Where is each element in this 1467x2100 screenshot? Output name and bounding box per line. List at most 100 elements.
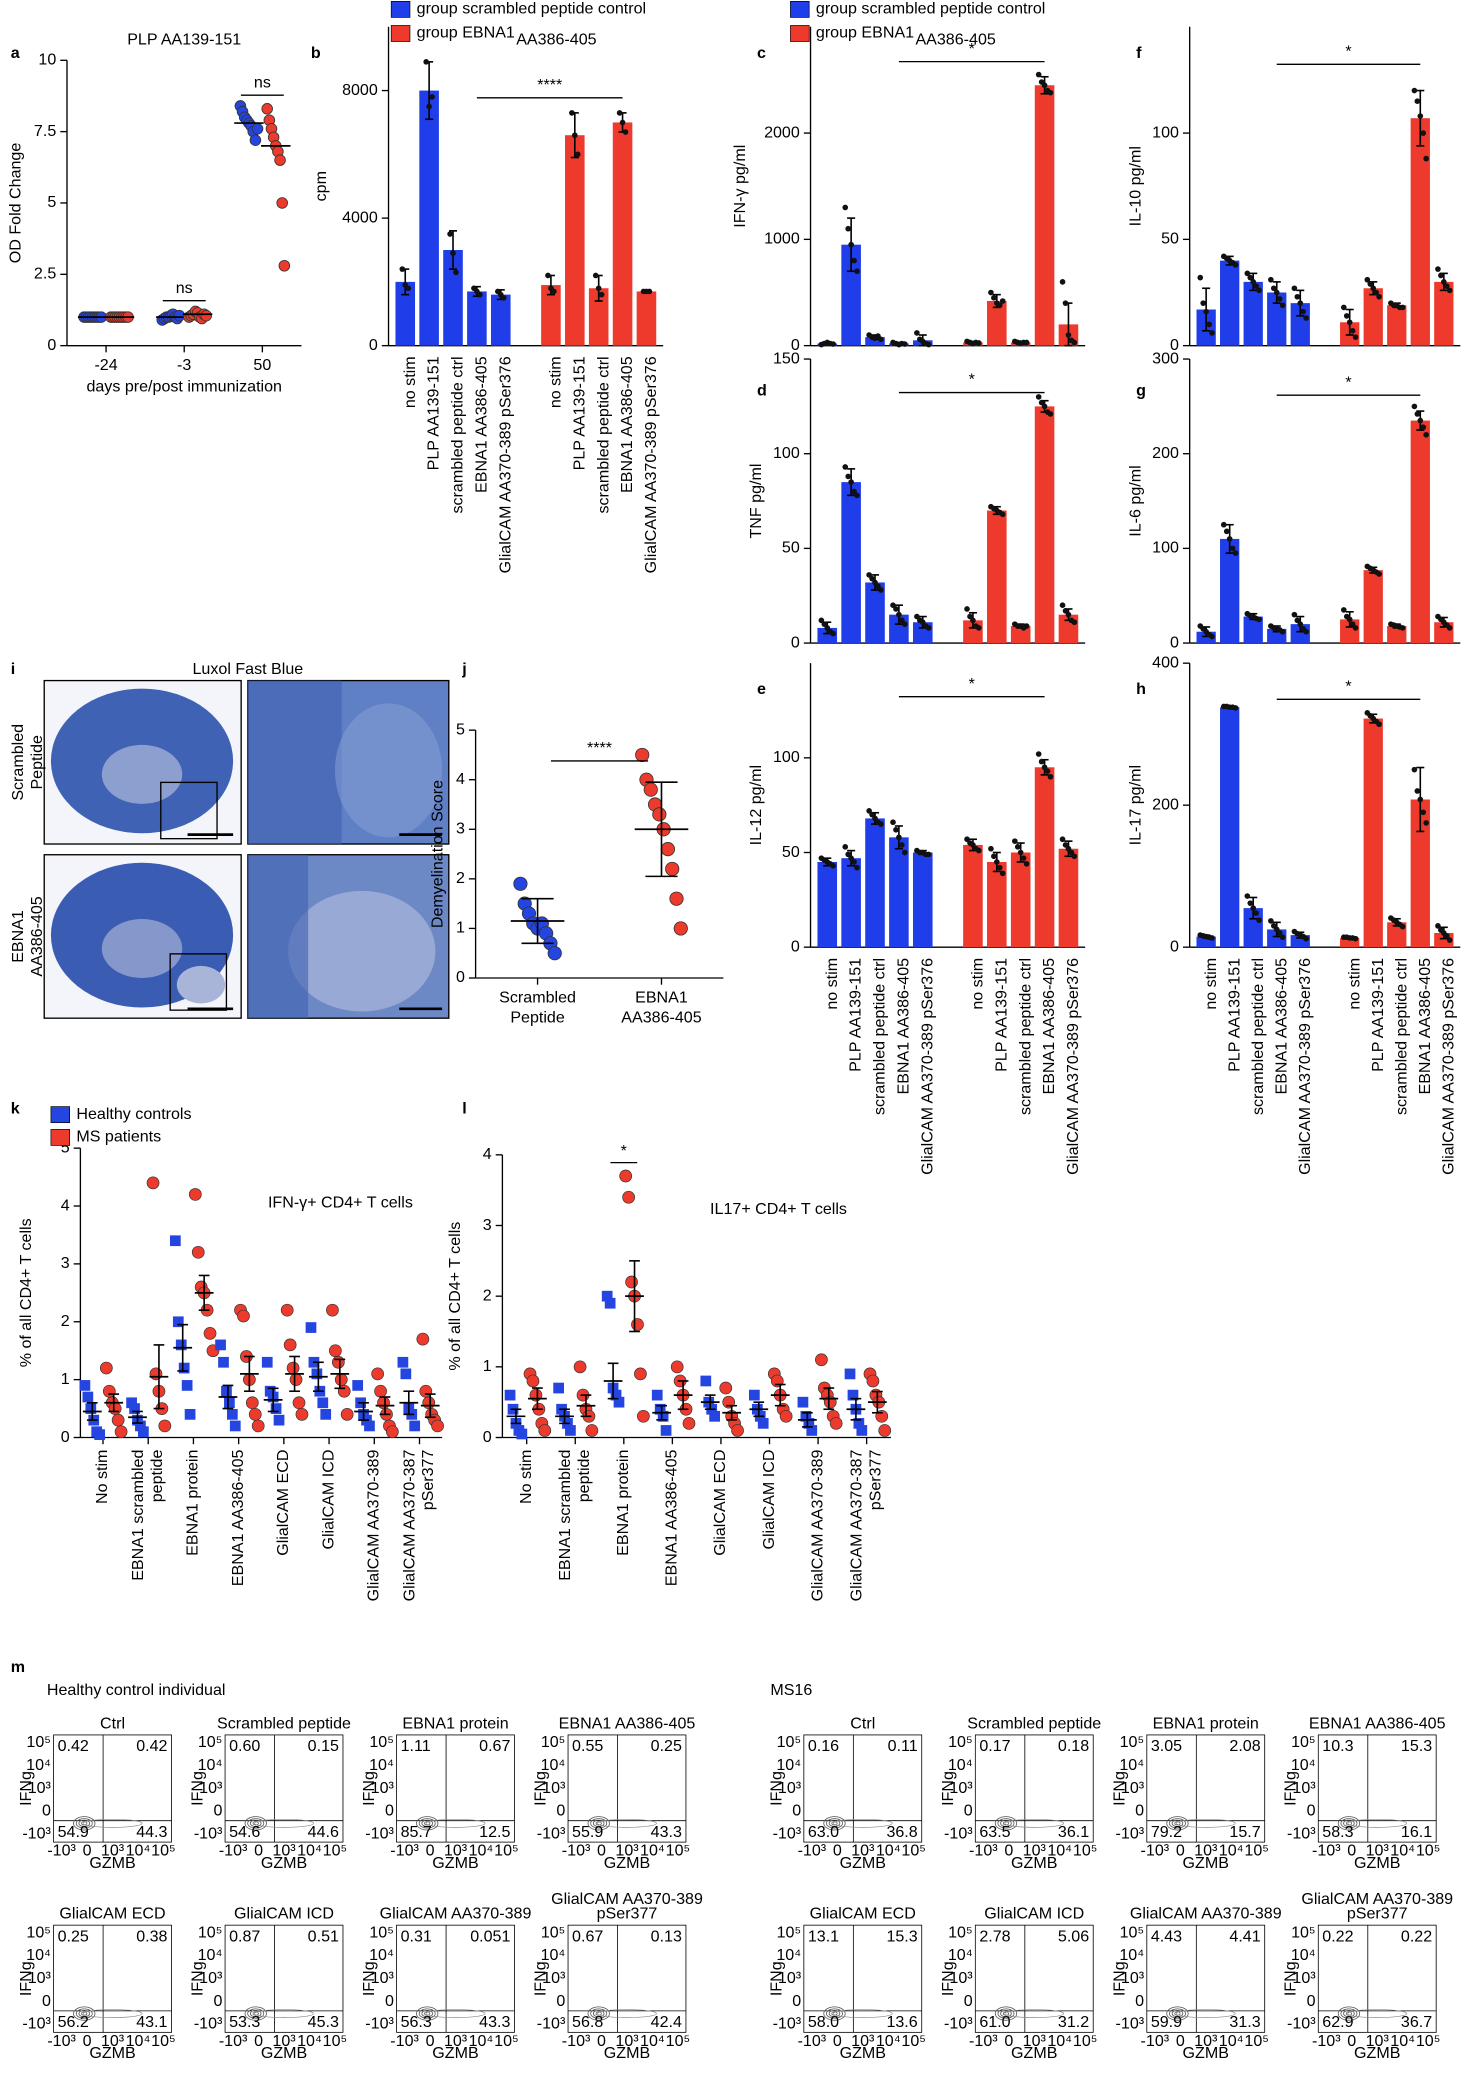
data-point (1209, 935, 1215, 941)
legend-label: MS patients (76, 1128, 161, 1146)
data-point (709, 1410, 721, 1422)
y-axis-label: IFNg (532, 1771, 550, 1806)
data-point (853, 1418, 865, 1429)
bar (1243, 281, 1263, 346)
x-tick-label: GlialCAM AA370-389 pSer376 (1064, 958, 1082, 1175)
data-point (845, 225, 851, 232)
x-tick-label: No stim (517, 1450, 535, 1504)
quadrant-value: 62.9 (1322, 2013, 1353, 2031)
y-tick-label: 0 (483, 1428, 492, 1446)
data-point (1376, 721, 1382, 728)
data-point (830, 862, 836, 869)
data-point (637, 1409, 650, 1423)
quadrant-value: 0.42 (58, 1737, 89, 1755)
data-point (409, 1420, 421, 1432)
plot-frame (974, 1734, 1094, 1843)
y-tick-label: 1 (456, 919, 465, 937)
y-tick-label: 10⁴ (26, 1946, 51, 1964)
panel-letter: b (311, 44, 321, 62)
data-point (875, 583, 881, 590)
data-point (1414, 788, 1421, 794)
legend-swatch (790, 25, 810, 42)
data-point (397, 1356, 409, 1368)
x-tick-label: 10⁵ (666, 2032, 691, 2050)
y-tick-label: 4 (456, 770, 465, 788)
data-point (1247, 900, 1254, 906)
x-tick-label: GlialCAM AA370-389 pSer376 (918, 958, 936, 1175)
x-tick-label: GlialCAM ICD (319, 1450, 337, 1550)
significance-label: * (969, 40, 975, 58)
data-point (999, 870, 1006, 877)
data-point (890, 602, 896, 609)
x-tick-label: -3 (177, 356, 191, 374)
contour (828, 2009, 841, 2018)
bar (1196, 936, 1216, 948)
data-point (842, 204, 849, 211)
contour (249, 2009, 262, 2018)
contour (418, 1818, 436, 1829)
contour (1340, 2008, 1358, 2019)
data-point (634, 1367, 647, 1381)
data-point (331, 1355, 345, 1369)
lesion (176, 965, 226, 1004)
data-point (1441, 279, 1447, 285)
data-point (622, 1190, 635, 1204)
y-axis-label: IFNg (1282, 1961, 1300, 1996)
plot-title: GlialCAM AA370-389 (1301, 1890, 1453, 1908)
bar (1410, 118, 1430, 346)
x-tick-label: 10⁵ (1244, 1842, 1269, 1860)
data-point (126, 1397, 137, 1409)
y-tick-label: 100 (773, 444, 800, 462)
data-point (146, 1176, 160, 1190)
data-point (248, 1407, 262, 1421)
quadrant-value: 3.05 (1151, 1737, 1182, 1755)
data-point (1343, 313, 1350, 319)
x-tick-label: -24 (94, 356, 117, 374)
quadrant-value: 13.1 (808, 1927, 839, 1945)
contour (1171, 1819, 1184, 1827)
contour (826, 2008, 843, 2019)
y-tick-label: 0 (1135, 1802, 1144, 1820)
data-point (851, 488, 857, 495)
quadrant-value: 0.31 (401, 1927, 432, 1945)
quadrant-value: 0.17 (979, 1737, 1010, 1755)
x-axis-label: GZMB (1354, 1854, 1400, 1872)
plot-frame (567, 1924, 687, 2033)
data-point (1250, 279, 1257, 285)
data-point (169, 1235, 181, 1247)
bar (1243, 616, 1263, 644)
y-axis-label: OD Fold Change (6, 143, 24, 264)
data-point (547, 946, 562, 961)
y-tick-label: 300 (1152, 349, 1179, 367)
contour (1004, 1818, 1065, 1828)
data-point (1446, 625, 1453, 631)
plot-frame (1146, 1734, 1266, 1843)
quadrant-value: 15.3 (1401, 1737, 1432, 1755)
data-point (601, 1290, 613, 1302)
x-tick-label: 10³ (1194, 1842, 1218, 1860)
data-point (878, 1424, 892, 1437)
y-tick-label: 10⁴ (948, 1756, 973, 1774)
x-tick-label: 0 (1347, 2032, 1356, 2050)
data-point (830, 341, 836, 347)
data-point (573, 1360, 587, 1374)
data-point (976, 625, 982, 631)
data-point (386, 1425, 399, 1439)
y-tick-label: 10⁵ (1291, 1733, 1316, 1751)
data-point (657, 1410, 669, 1422)
quadrant-value: 56.2 (58, 2013, 89, 2031)
panel-letter: a (11, 44, 21, 62)
plot-frame (1317, 1734, 1437, 1843)
significance-label: **** (537, 76, 562, 94)
y-tick-label: 0 (42, 1992, 51, 2010)
y-tick-label: 3 (456, 820, 465, 838)
bar (490, 294, 511, 346)
data-point (1420, 130, 1427, 136)
data-point (1023, 339, 1030, 346)
contour (587, 2006, 610, 2021)
data-point (901, 621, 908, 627)
bar (419, 90, 439, 346)
x-tick-label: 0 (1004, 2032, 1013, 2050)
quadrant-value: 59.9 (1151, 2013, 1182, 2031)
x-tick-label: GlialCAM AA370-387 (400, 1450, 418, 1602)
